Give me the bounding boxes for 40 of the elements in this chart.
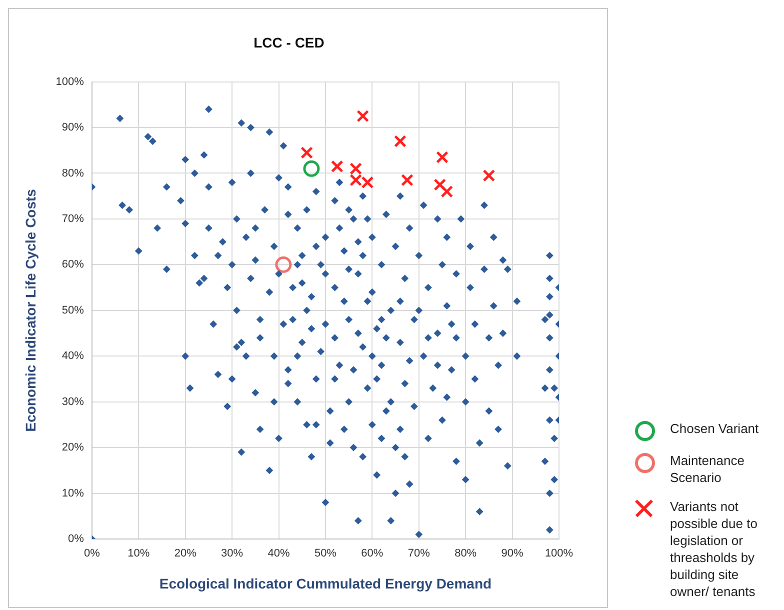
x-tick-label: 0% bbox=[84, 548, 100, 560]
legend-label: Maintenance Scenario bbox=[670, 452, 746, 486]
x-tick-label: 50% bbox=[314, 548, 337, 560]
point bbox=[303, 160, 320, 177]
point bbox=[436, 151, 448, 164]
point bbox=[300, 146, 313, 159]
point bbox=[361, 176, 374, 189]
y-tick-label: 10% bbox=[62, 487, 84, 500]
point bbox=[275, 256, 292, 273]
legend-label: Variants not possible due to legislation or threasholds by building site owner/ tenants bbox=[670, 498, 758, 600]
point bbox=[356, 110, 370, 122]
x-axis-title: Ecological Indicator Cummulated Energy Demand bbox=[159, 575, 492, 592]
y-tick-label: 60% bbox=[62, 258, 84, 271]
point bbox=[401, 174, 414, 186]
x-tick-label: 80% bbox=[454, 548, 477, 560]
y-tick-label: 90% bbox=[62, 122, 84, 134]
point bbox=[482, 169, 496, 182]
chart-title: LCC - CED bbox=[254, 34, 324, 50]
x-tick-label: 100% bbox=[544, 548, 574, 560]
x-tick-label: 10% bbox=[128, 548, 150, 560]
x-tick-label: 60% bbox=[361, 548, 384, 560]
point bbox=[434, 178, 446, 191]
point bbox=[394, 135, 406, 148]
y-tick-label: 20% bbox=[62, 442, 84, 454]
y-tick-label: 0% bbox=[68, 533, 84, 546]
x-tick-label: 90% bbox=[501, 548, 524, 560]
legend-label: Chosen Variant bbox=[670, 420, 759, 437]
y-tick-label: 100% bbox=[56, 76, 84, 88]
point bbox=[330, 160, 344, 173]
x-tick-label: 40% bbox=[268, 548, 290, 560]
y-tick-label: 70% bbox=[62, 212, 84, 225]
y-tick-label: 30% bbox=[62, 396, 84, 408]
y-tick-label: 80% bbox=[62, 167, 84, 180]
y-tick-label: 40% bbox=[62, 350, 84, 362]
x-tick-label: 20% bbox=[174, 548, 197, 560]
x-tick-label: 70% bbox=[408, 548, 430, 560]
y-axis-title: Economic Indicator Life Cycle Costs bbox=[22, 188, 38, 432]
point bbox=[440, 185, 454, 198]
x-tick-label: 30% bbox=[221, 548, 244, 560]
y-tick-label: 50% bbox=[62, 304, 84, 316]
